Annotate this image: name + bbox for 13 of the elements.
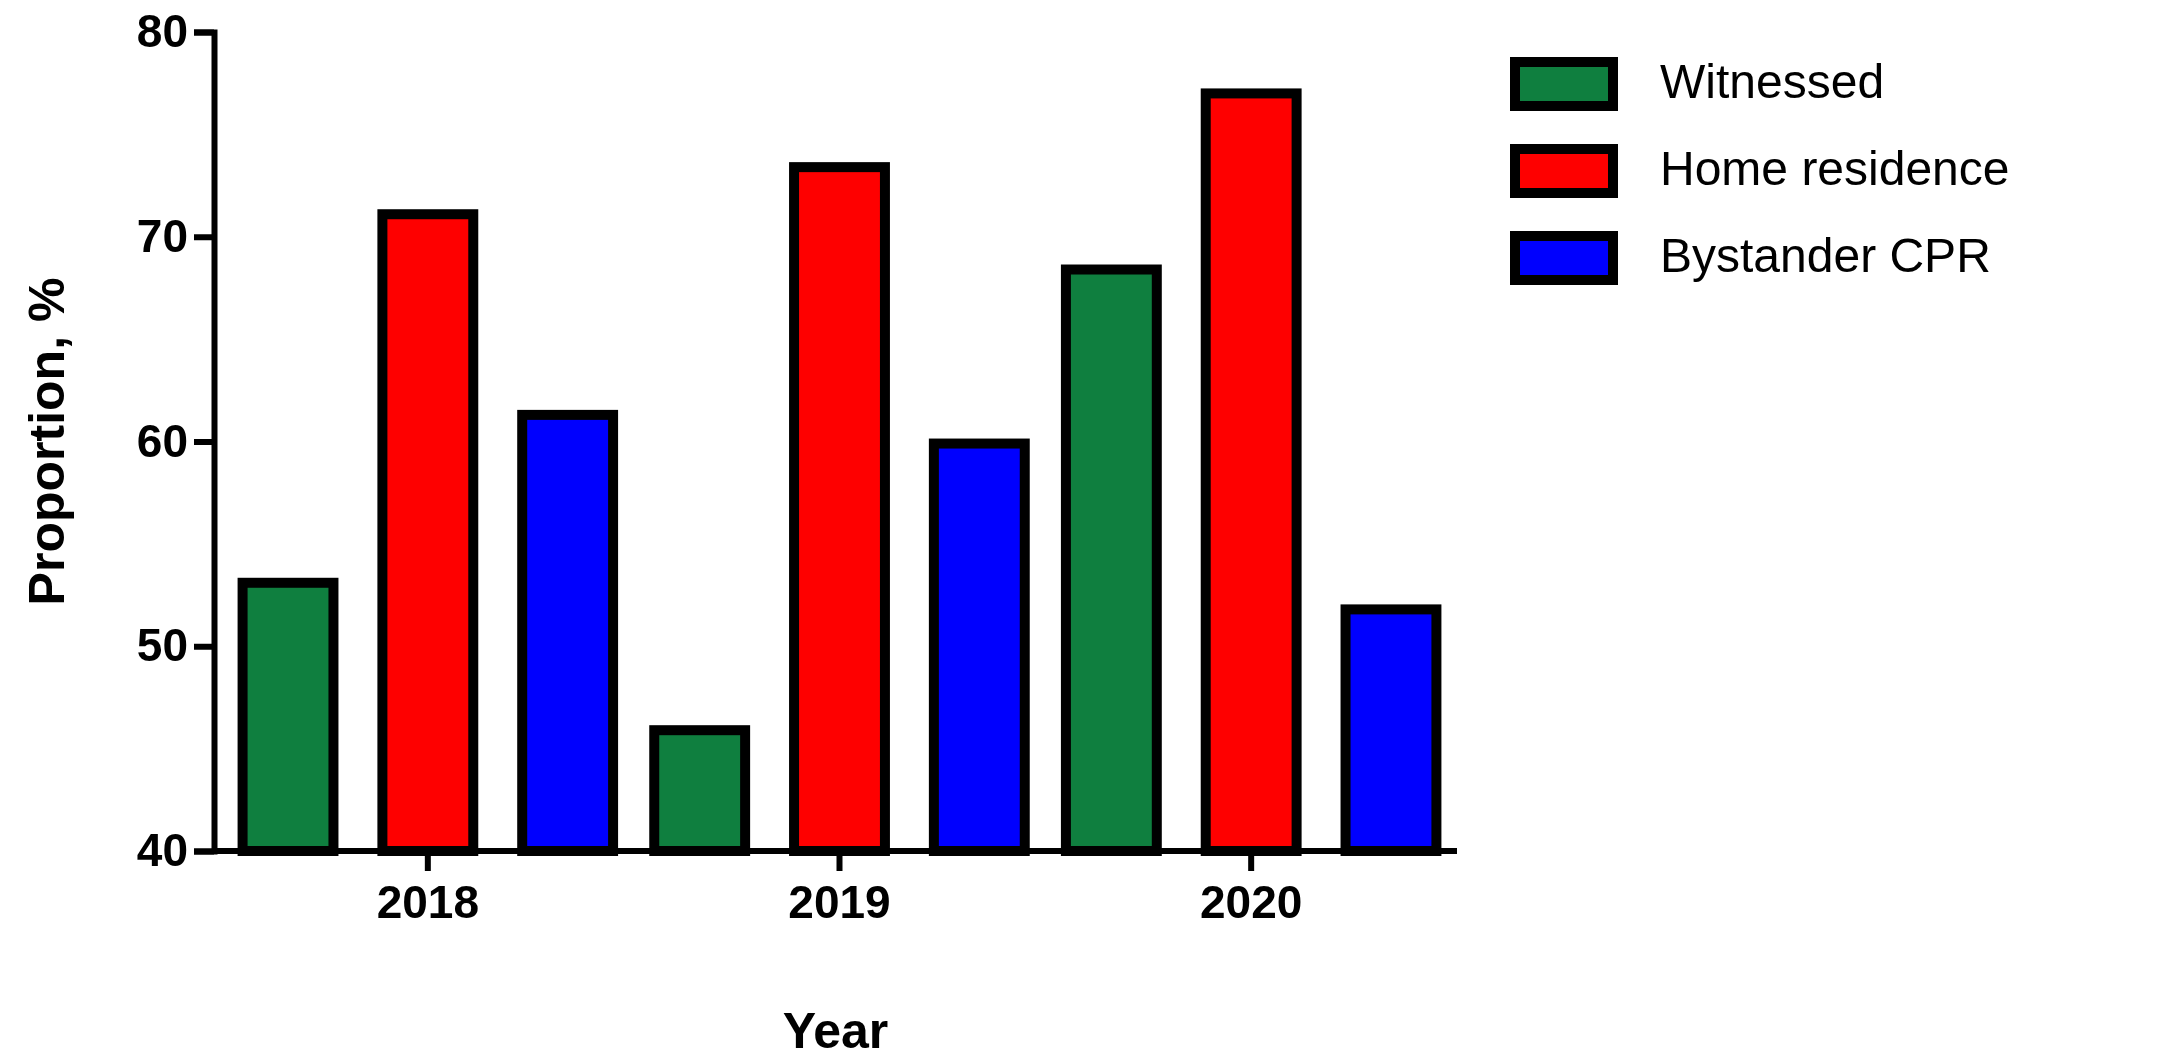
x-tick-label: 2020 (1199, 875, 1303, 928)
y-tick-label: 70 (136, 209, 188, 262)
x-tick-label: 2019 (788, 875, 891, 928)
y-tick-label: 40 (136, 824, 188, 877)
y-tick-label: 50 (136, 619, 188, 672)
legend-label: Witnessed (1660, 55, 1885, 108)
x-tick-label: 2018 (376, 875, 480, 928)
x-axis-title: Year (782, 1003, 889, 1059)
y-tick-label: 80 (136, 5, 188, 58)
legend-label: Bystander CPR (1660, 229, 1991, 282)
y-tick-label: 60 (136, 414, 188, 467)
legend-label: Home residence (1660, 142, 2010, 195)
y-axis-title: Proportion, % (19, 277, 75, 606)
